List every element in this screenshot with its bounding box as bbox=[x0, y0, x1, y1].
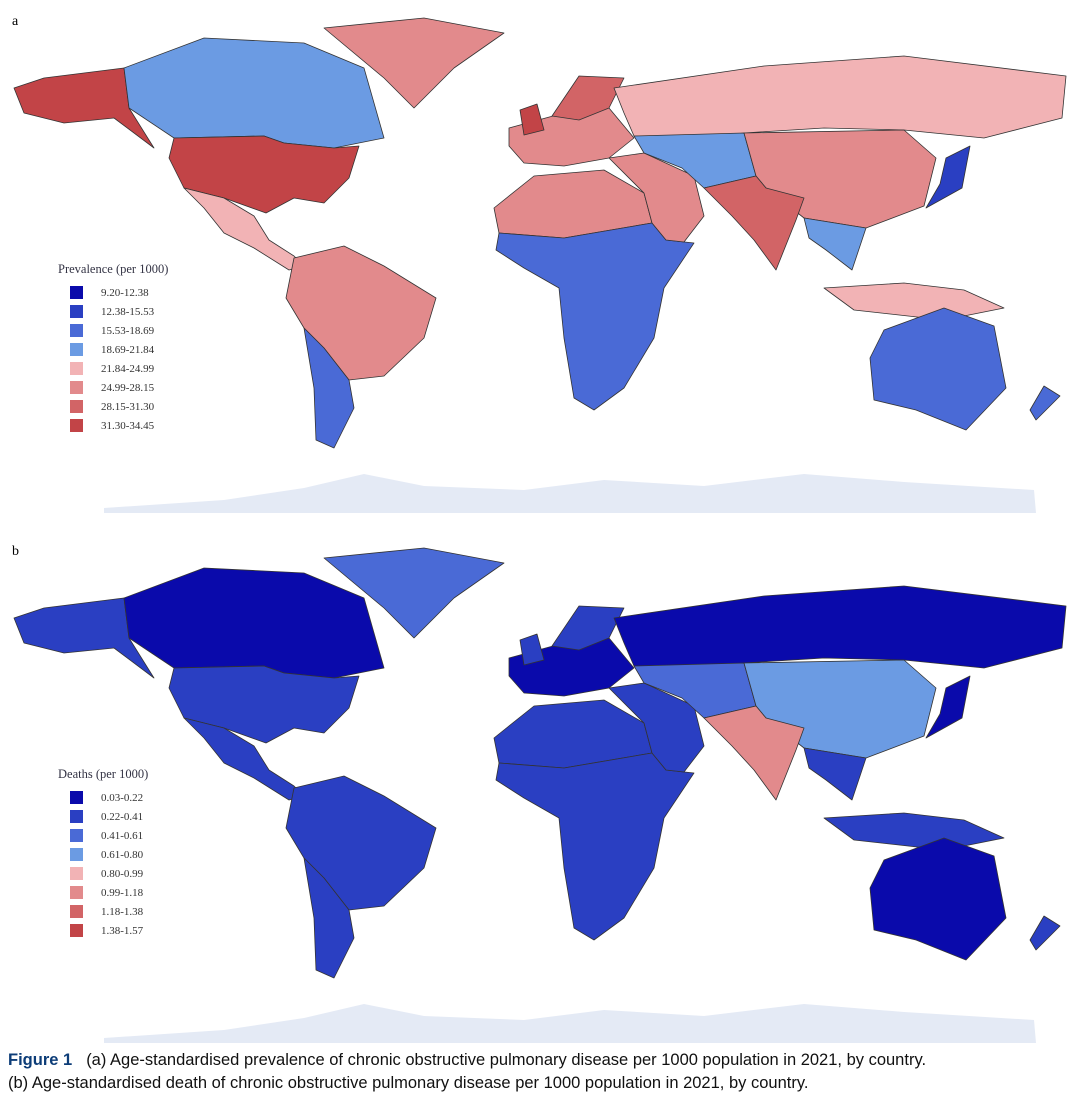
legend-item: 0.41-0.61 bbox=[70, 826, 148, 845]
legend-item: 0.61-0.80 bbox=[70, 845, 148, 864]
region-south-america bbox=[285, 245, 437, 381]
legend-label: 0.41-0.61 bbox=[101, 829, 144, 842]
legend-item: 21.84-24.99 bbox=[70, 359, 168, 378]
legend: Prevalence (per 1000) 9.20-12.38 12.38-15… bbox=[58, 262, 168, 435]
legend-swatch bbox=[70, 419, 83, 432]
region-southern-cone bbox=[303, 857, 355, 979]
legend-label: 0.03-0.22 bbox=[101, 791, 144, 804]
legend-label: 0.99-1.18 bbox=[101, 886, 144, 899]
legend-label: 31.30-34.45 bbox=[101, 419, 155, 432]
legend: Deaths (per 1000) 0.03-0.22 0.22-0.41 0.41… bbox=[58, 767, 148, 940]
panel-label: a bbox=[12, 14, 19, 29]
caption-line-1: (a) Age-standardised prevalence of chron… bbox=[86, 1051, 927, 1069]
map-panel-a: a Prevalence (per 1000) 9.20-12.38 12.38-… bbox=[0, 0, 1073, 515]
legend-label: 15.53-18.69 bbox=[101, 324, 155, 337]
figure-caption: Figure 1 (a) Age-standardised prevalence … bbox=[8, 1049, 926, 1095]
legend-swatch bbox=[70, 848, 83, 861]
legend-item: 15.53-18.69 bbox=[70, 321, 168, 340]
legend-label: 9.20-12.38 bbox=[101, 286, 149, 299]
legend-swatch bbox=[70, 343, 83, 356]
figure-number: Figure 1 bbox=[8, 1051, 73, 1069]
region-greenland bbox=[323, 547, 505, 639]
choropleth-map bbox=[13, 547, 1067, 1043]
legend-title: Deaths (per 1000) bbox=[58, 767, 149, 781]
legend-swatch bbox=[70, 362, 83, 375]
region-canada bbox=[123, 567, 385, 679]
region-japan bbox=[925, 675, 971, 739]
region-india bbox=[703, 175, 805, 271]
choropleth-map bbox=[13, 17, 1067, 513]
legend-swatch bbox=[70, 924, 83, 937]
legend-item: 24.99-28.15 bbox=[70, 378, 168, 397]
legend-label: 1.18-1.38 bbox=[101, 905, 144, 918]
region-russia bbox=[613, 55, 1067, 141]
region-uk bbox=[519, 103, 545, 136]
region-middle-east bbox=[608, 152, 705, 243]
region-southeast-asia bbox=[803, 217, 867, 271]
region-indonesia bbox=[823, 812, 1005, 851]
panel-label: b bbox=[12, 544, 19, 559]
legend-swatch bbox=[70, 810, 83, 823]
region-antarctica bbox=[104, 474, 1036, 513]
legend-swatch bbox=[70, 324, 83, 337]
legend-item: 0.99-1.18 bbox=[70, 883, 148, 902]
legend-item: 0.80-0.99 bbox=[70, 864, 148, 883]
region-south-america bbox=[285, 775, 437, 911]
legend-item: 0.22-0.41 bbox=[70, 807, 148, 826]
map-panel-b: b Deaths (per 1000) 0.03-0.22 0.22-0.41 0.… bbox=[0, 530, 1073, 1045]
legend-item: 0.03-0.22 bbox=[70, 788, 148, 807]
region-southern-cone bbox=[303, 327, 355, 449]
region-antarctica bbox=[104, 1004, 1036, 1043]
region-southeast-asia bbox=[803, 747, 867, 801]
legend-item: 12.38-15.53 bbox=[70, 302, 168, 321]
region-uk bbox=[519, 633, 545, 666]
region-japan bbox=[925, 145, 971, 209]
region-indonesia bbox=[823, 282, 1005, 321]
legend-item: 1.38-1.57 bbox=[70, 921, 148, 940]
legend-item: 1.18-1.38 bbox=[70, 902, 148, 921]
region-russia bbox=[613, 585, 1067, 671]
legend-swatch bbox=[70, 305, 83, 318]
legend-item: 9.20-12.38 bbox=[70, 283, 168, 302]
legend-swatch bbox=[70, 286, 83, 299]
legend-label: 0.80-0.99 bbox=[101, 867, 144, 880]
legend-item: 18.69-21.84 bbox=[70, 340, 168, 359]
region-australia bbox=[869, 837, 1007, 961]
legend-swatch bbox=[70, 867, 83, 880]
legend-label: 28.15-31.30 bbox=[101, 400, 155, 413]
region-africa bbox=[495, 222, 695, 411]
caption-line-2: (b) Age-standardised death of chronic ob… bbox=[8, 1074, 809, 1092]
legend-label: 24.99-28.15 bbox=[101, 381, 155, 394]
legend-item: 28.15-31.30 bbox=[70, 397, 168, 416]
legend-item: 31.30-34.45 bbox=[70, 416, 168, 435]
legend-label: 1.38-1.57 bbox=[101, 924, 144, 937]
region-canada bbox=[123, 37, 385, 149]
region-greenland bbox=[323, 17, 505, 109]
legend-label: 12.38-15.53 bbox=[101, 305, 155, 318]
legend-swatch bbox=[70, 829, 83, 842]
legend-swatch bbox=[70, 400, 83, 413]
region-new-zealand bbox=[1029, 915, 1061, 951]
region-india bbox=[703, 705, 805, 801]
legend-swatch bbox=[70, 905, 83, 918]
legend-swatch bbox=[70, 886, 83, 899]
region-middle-east bbox=[608, 682, 705, 773]
legend-label: 0.61-0.80 bbox=[101, 848, 144, 861]
legend-swatch bbox=[70, 791, 83, 804]
region-africa bbox=[495, 752, 695, 941]
region-new-zealand bbox=[1029, 385, 1061, 421]
legend-swatch bbox=[70, 381, 83, 394]
legend-label: 18.69-21.84 bbox=[101, 343, 155, 356]
legend-label: 0.22-0.41 bbox=[101, 810, 144, 823]
legend-label: 21.84-24.99 bbox=[101, 362, 155, 375]
region-australia bbox=[869, 307, 1007, 431]
legend-title: Prevalence (per 1000) bbox=[58, 262, 169, 276]
